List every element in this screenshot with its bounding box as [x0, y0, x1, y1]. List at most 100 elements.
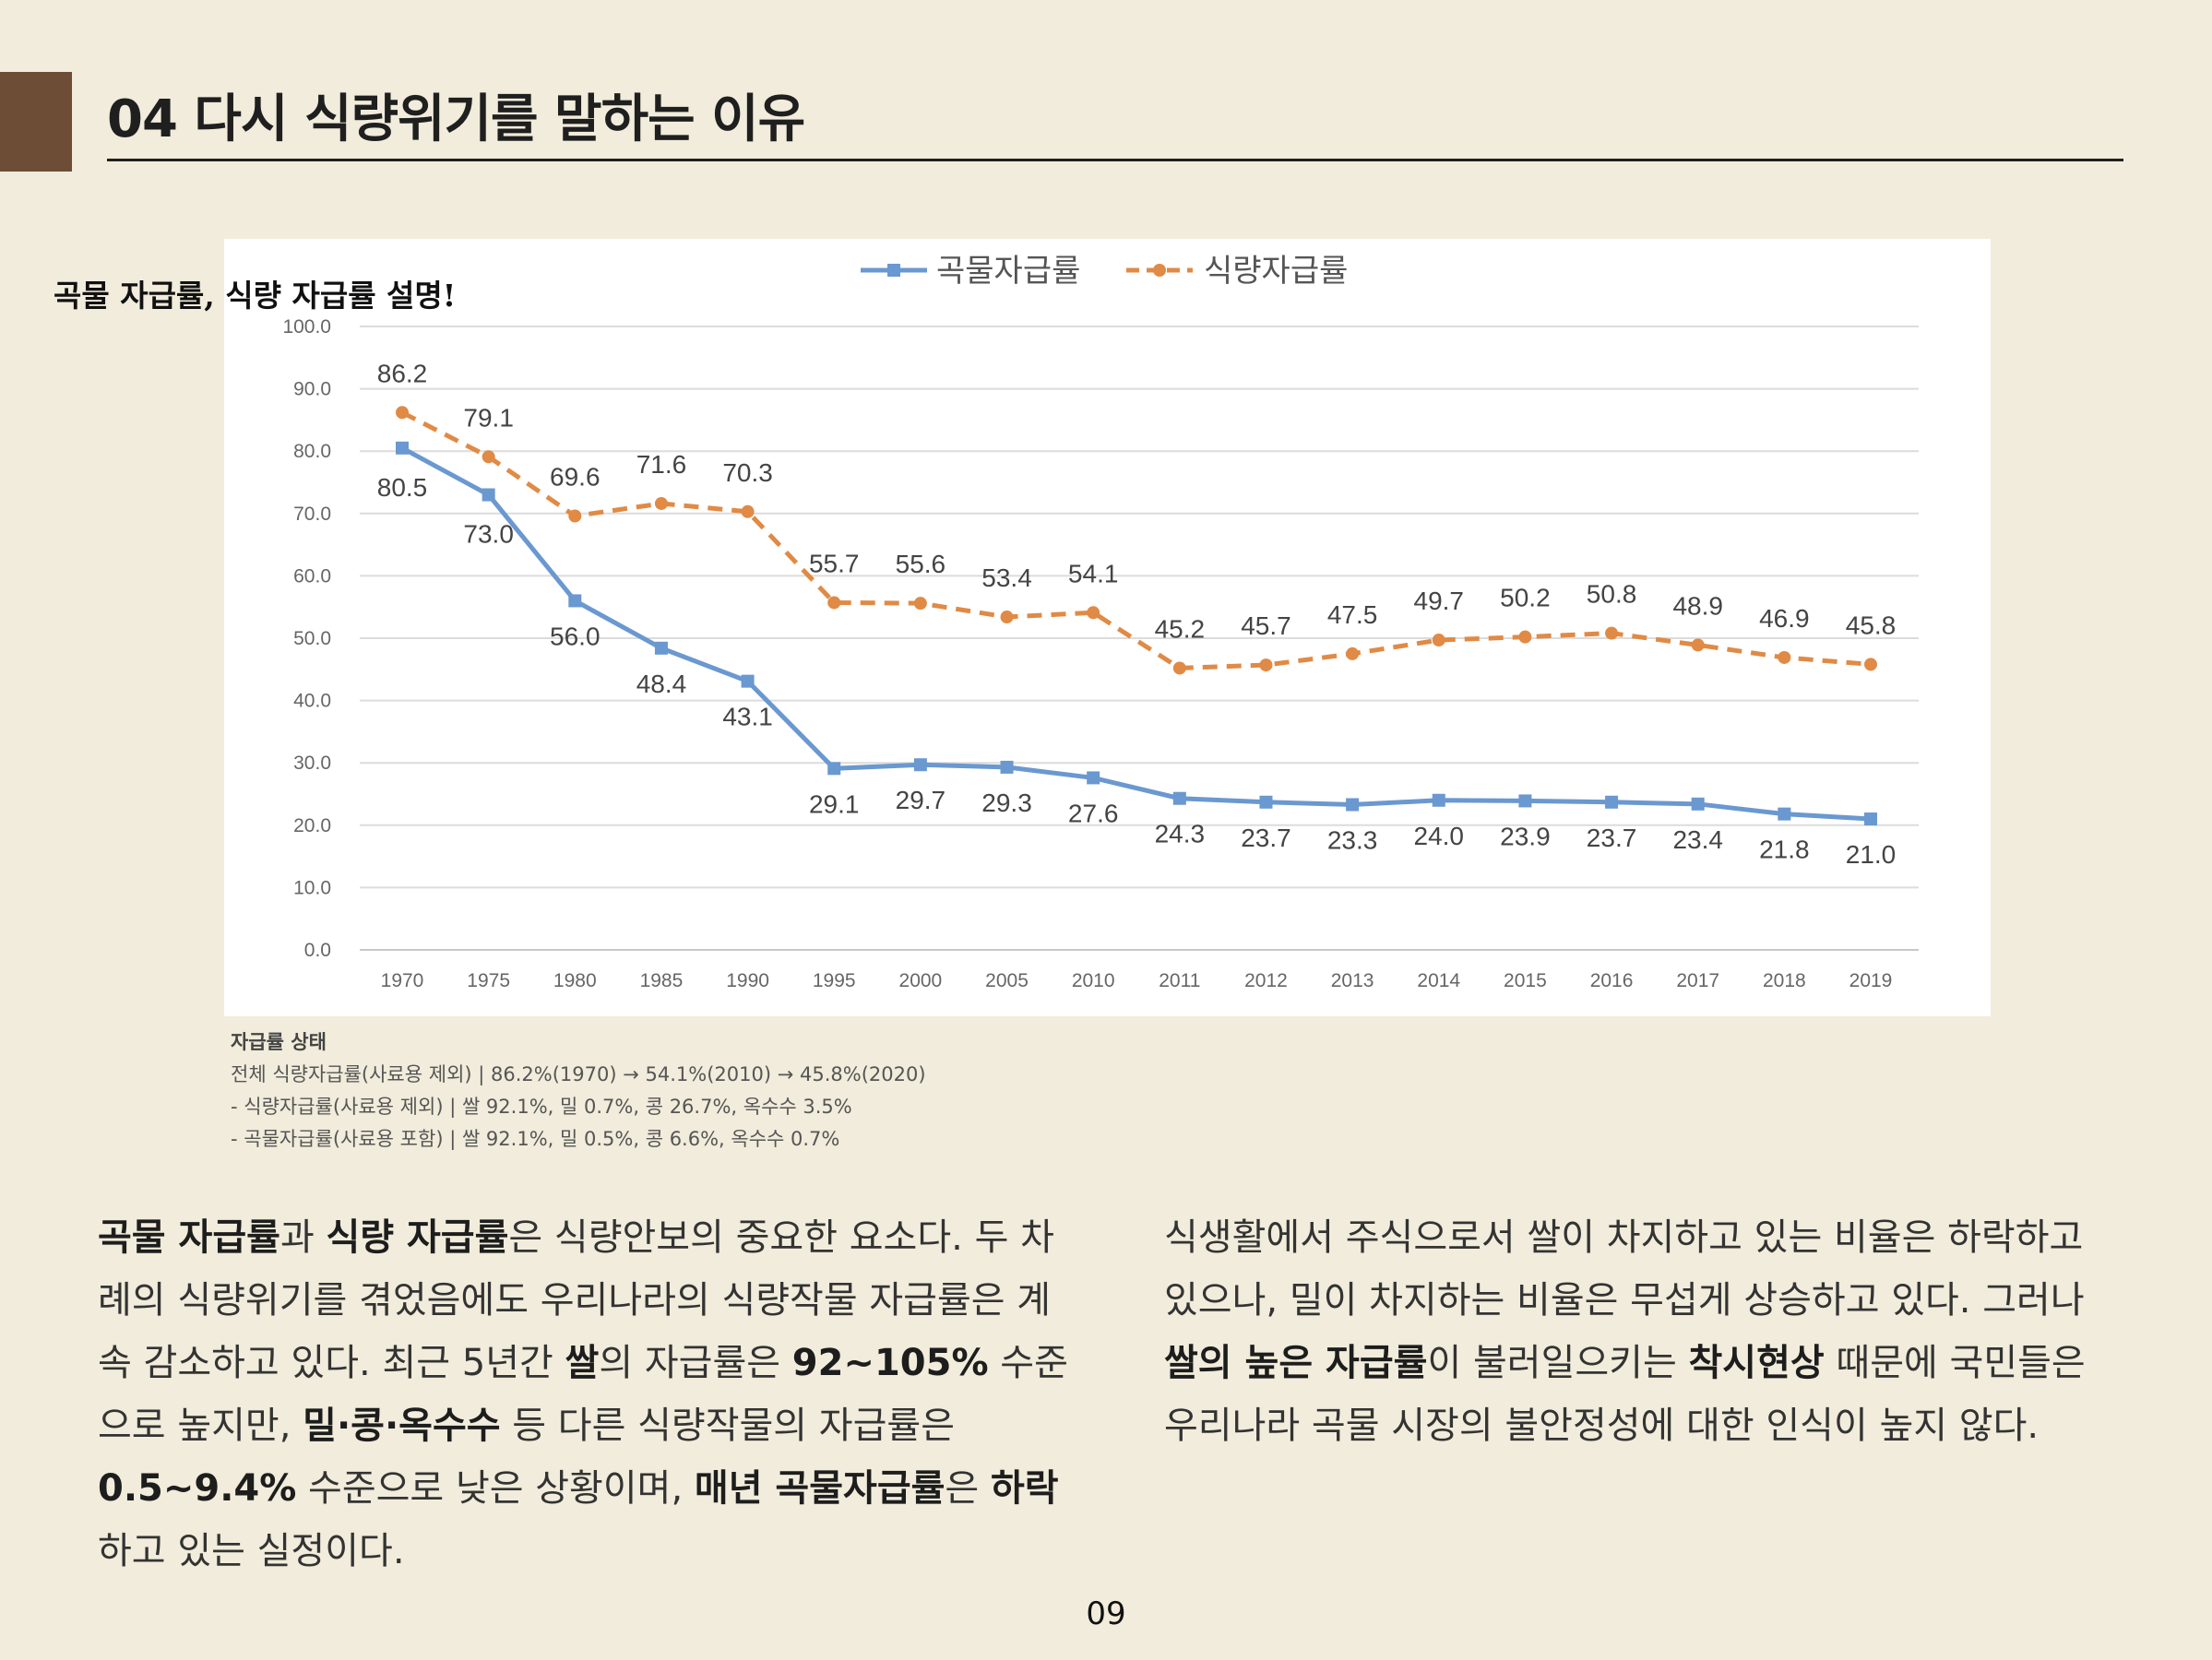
status-box: 자급률 상태 전체 식량자급률(사료용 제외) | 86.2%(1970) → …: [231, 1026, 926, 1156]
data-label-grain: 21.0: [1846, 840, 1897, 869]
body-emphasis: 쌀: [565, 1342, 600, 1384]
data-point-food: [396, 406, 409, 420]
body-paragraph-right: 식생활에서 주식으로서 쌀이 차지하고 있는 비율은 하락하고 있으나, 밀이 …: [1164, 1206, 2123, 1457]
data-point-grain: [1691, 797, 1705, 811]
data-point-grain: [1087, 771, 1100, 785]
data-point-grain: [741, 674, 755, 688]
data-point-food: [1087, 606, 1100, 620]
data-label-grain: 43.1: [722, 703, 773, 731]
data-label-food: 47.5: [1327, 600, 1378, 629]
x-tick-label: 1985: [640, 970, 684, 991]
body-text-run: 이 불러일으키는: [1427, 1342, 1689, 1384]
body-text-run: 수준으로 낮은 상황이며,: [296, 1467, 695, 1510]
data-point-grain: [1605, 795, 1619, 809]
x-tick-label: 1970: [381, 970, 424, 991]
series-line-food: [400, 410, 1872, 670]
self-sufficiency-line-chart: 0.0 10.0 20.0 30.0 40.0 50.0 60.0 70.0 80.0 90.0 1…: [282, 253, 1919, 991]
legend-label-food: 식량자급률: [1204, 253, 1348, 290]
data-point-food: [568, 509, 582, 523]
body-text-run: 과: [279, 1216, 327, 1259]
data-label-grain: 24.0: [1414, 822, 1465, 850]
data-label-food: 79.1: [463, 403, 514, 432]
status-line-food: - 식량자급률(사료용 제외) | 쌀 92.1%, 밀 0.7%, 콩 26.…: [231, 1096, 852, 1118]
x-tick-label: 2012: [1244, 970, 1288, 991]
x-tick-label: 2015: [1504, 970, 1547, 991]
body-text-run: 은 식량안보의 중요한 요소다. 두 차례의 식량위기를 겪었음에도 우리나라의…: [98, 1216, 1054, 1384]
x-tick-label: 2017: [1676, 970, 1719, 991]
x-tick-label: 1995: [813, 970, 856, 991]
data-label-grain: 29.7: [896, 786, 946, 814]
data-label-food: 50.8: [1587, 580, 1637, 609]
body-emphasis: 92~105%: [791, 1342, 989, 1384]
data-point-grain: [482, 488, 495, 502]
body-text-run: 수준으로 높지만,: [98, 1342, 1068, 1447]
data-label-grain: 73.0: [463, 520, 514, 549]
body-paragraph-left: 곡물 자급률과 식량 자급률은 식량안보의 중요한 요소다. 두 차례의 식량위…: [98, 1206, 1076, 1583]
title-divider: [107, 159, 2123, 161]
data-label-grain: 23.7: [1241, 824, 1291, 852]
y-tick-label: 90.0: [293, 379, 331, 400]
x-tick-label: 1990: [726, 970, 769, 991]
data-point-food: [1432, 634, 1445, 647]
data-label-grain: 23.4: [1672, 825, 1723, 854]
title-accent-block: [0, 72, 72, 172]
data-label-grain: 23.7: [1587, 824, 1637, 852]
data-point-grain: [827, 762, 841, 776]
x-tick-label: 2013: [1331, 970, 1374, 991]
y-tick-label: 70.0: [293, 504, 331, 525]
body-text-run: 의 자급률은: [599, 1342, 792, 1384]
data-label-food: 71.6: [636, 450, 687, 479]
body-emphasis: 0.5~9.4%: [98, 1467, 297, 1510]
x-tick-label: 2000: [899, 970, 943, 991]
data-label-food: 69.6: [550, 463, 601, 492]
data-label-food: 86.2: [377, 359, 428, 387]
data-label-food: 45.7: [1241, 611, 1291, 640]
body-emphasis: 하락: [990, 1467, 1059, 1510]
data-label-food: 55.6: [896, 550, 946, 578]
data-point-food: [654, 496, 668, 510]
data-point-grain: [1778, 807, 1791, 821]
data-point-grain: [1000, 760, 1014, 774]
data-label-grain: 27.6: [1068, 799, 1119, 827]
data-label-grain: 29.3: [981, 788, 1032, 817]
body-emphasis: 곡물 자급률: [98, 1216, 280, 1259]
data-point-grain: [396, 441, 409, 455]
chart-panel: 0.0 10.0 20.0 30.0 40.0 50.0 60.0 70.0 80.0 90.0 1…: [224, 239, 1991, 1016]
data-point-food: [1346, 646, 1360, 660]
x-tick-label: 2014: [1417, 970, 1460, 991]
status-title: 자급률 상태: [231, 1031, 327, 1053]
page-title: 04 다시 식량위기를 말하는 이유: [107, 89, 805, 149]
data-label-food: 55.7: [809, 549, 860, 577]
y-tick-label: 50.0: [293, 628, 331, 649]
data-point-grain: [1346, 798, 1360, 812]
data-point-grain: [1864, 812, 1877, 826]
data-label-food: 48.9: [1672, 591, 1723, 620]
data-label-food: 45.2: [1155, 614, 1206, 643]
y-tick-label: 20.0: [293, 815, 331, 836]
data-point-food: [913, 597, 927, 611]
status-line-grain: - 곡물자급률(사료용 포함) | 쌀 92.1%, 밀 0.5%, 콩 6.6…: [231, 1128, 840, 1150]
x-tick-label: 2010: [1072, 970, 1115, 991]
data-point-food: [1778, 650, 1791, 664]
x-tick-label: 2005: [985, 970, 1029, 991]
data-point-grain: [568, 594, 582, 608]
data-label-food: 50.2: [1500, 584, 1551, 612]
y-tick-label: 10.0: [293, 877, 331, 898]
data-point-food: [1605, 626, 1619, 640]
data-point-grain: [1518, 794, 1532, 808]
status-line-total: 전체 식량자급률(사료용 제외) | 86.2%(1970) → 54.1%(2…: [231, 1063, 926, 1085]
y-tick-label: 0.0: [304, 940, 331, 961]
body-text-run: 하고 있는 실정이다.: [98, 1530, 405, 1572]
data-point-food: [482, 450, 495, 464]
data-label-grain: 56.0: [550, 622, 601, 650]
data-point-food: [741, 504, 755, 518]
data-label-grain: 80.5: [377, 473, 428, 502]
data-label-food: 45.8: [1846, 611, 1897, 639]
body-text-run: 때문에 국민들은 우리나라 곡물 시장의 불안정성에 대한 인식이 높지 않다.: [1164, 1342, 2086, 1447]
data-point-grain: [913, 758, 927, 772]
y-tick-label: 60.0: [293, 565, 331, 587]
x-tick-label: 2011: [1159, 970, 1200, 991]
body-text-run: 등 다른 식량작물의 자급률은: [500, 1405, 956, 1447]
data-label-food: 53.4: [981, 563, 1032, 592]
data-label-grain: 48.4: [636, 670, 687, 698]
